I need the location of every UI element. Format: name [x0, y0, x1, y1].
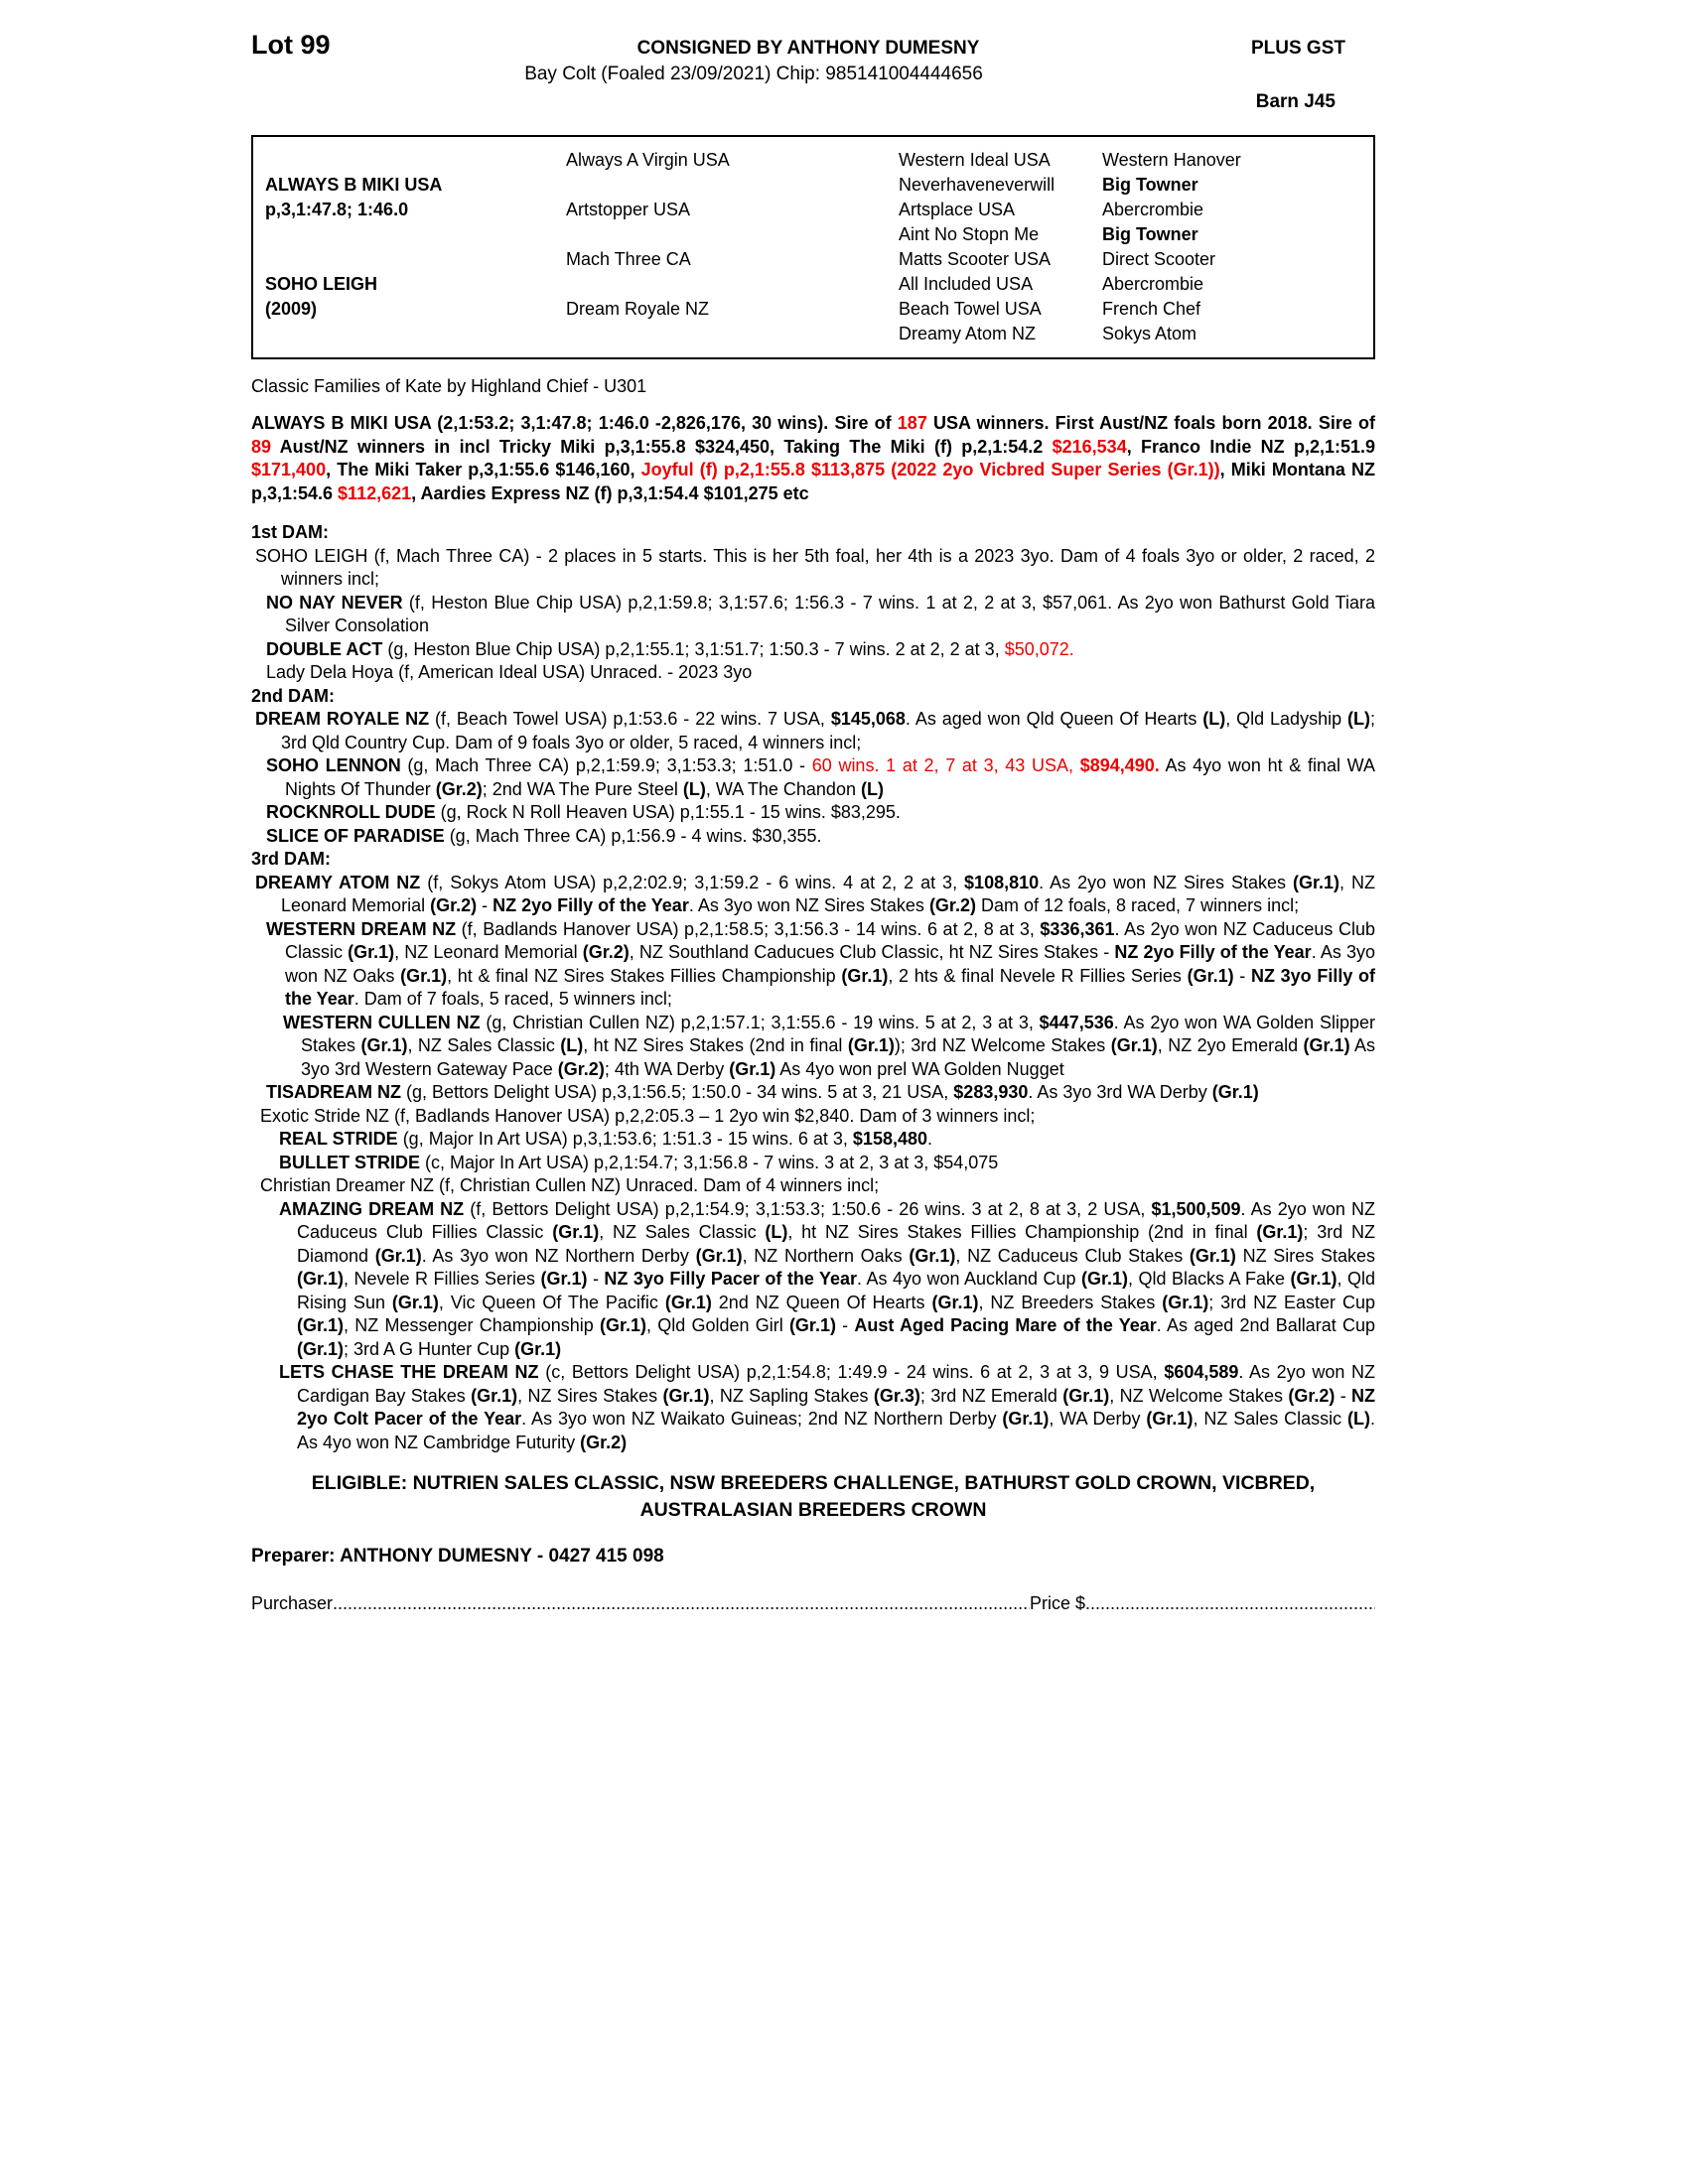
pedigree-cell: ALWAYS B MIKI USA — [265, 175, 443, 195]
pedigree-cell: Abercrombie — [1102, 274, 1204, 294]
pedigree-cell: Direct Scooter — [1102, 249, 1216, 269]
pedigree-entry: LETS CHASE THE DREAM NZ (c, Bettors Deli… — [279, 1362, 1376, 1452]
pedigree-entry: Exotic Stride NZ (f, Badlands Hanover US… — [260, 1105, 1036, 1126]
pedigree-cell: Western Ideal USA — [899, 150, 1051, 170]
pedigree-cell: SOHO LEIGH — [265, 274, 378, 294]
pedigree-entry: WESTERN CULLEN NZ (g, Christian Cullen N… — [283, 1012, 1376, 1079]
pedigree-cell: Western Hanover — [1102, 150, 1241, 170]
pedigree-entry: ROCKNROLL DUDE (g, Rock N Roll Heaven US… — [266, 802, 901, 822]
dam-label: 1st DAM: — [251, 522, 330, 542]
classic-family-line: Classic Families of Kate by Highland Chi… — [251, 376, 647, 396]
pedigree-cell: Always A Virgin USA — [566, 150, 730, 170]
pedigree-cell: Big Towner — [1102, 175, 1198, 195]
pedigree-entry: Lady Dela Hoya (f, American Ideal USA) U… — [266, 662, 753, 682]
barn-number: Barn J45 — [1255, 91, 1336, 112]
lot-number: Lot 99 — [251, 30, 331, 60]
pedigree-entry: DREAMY ATOM NZ (f, Sokys Atom USA) p,2,2… — [255, 872, 1375, 916]
pedigree-table: ALWAYS B MIKI USA p,3,1:47.8; 1:46.0 SOHO … — [251, 135, 1375, 359]
pedigree-entry: NO NAY NEVER (f, Heston Blue Chip USA) p… — [266, 592, 1375, 636]
pedigree-entry: REAL STRIDE (g, Major In Art USA) p,3,1:… — [279, 1129, 933, 1149]
pedigree-cell: Sokys Atom — [1102, 324, 1197, 343]
pedigree-cell: (2009) — [265, 299, 318, 319]
pedigree-cell: Aint No Stopn Me — [899, 224, 1040, 244]
pedigree-cell: Mach Three CA — [566, 249, 691, 269]
dams-section: 1st DAM: SOHO LEIGH (f, Mach Three CA) - … — [251, 521, 1375, 1454]
consignor-title: CONSIGNED BY ANTHONY DUMESNY — [636, 38, 980, 59]
pedigree-entry: TISADREAM NZ (g, Bettors Delight USA) p,… — [266, 1082, 1259, 1102]
pedigree-cell: Dreamy Atom NZ — [899, 324, 1037, 343]
pedigree-cell: p,3,1:47.8; 1:46.0 — [265, 200, 409, 219]
header-row: Lot 99 CONSIGNED BY ANTHONY DUMESNY PLUS… — [251, 30, 1375, 61]
price-dotted-line: ........................................… — [1085, 1593, 1375, 1613]
pedigree-cell: Neverhaveneverwill — [899, 175, 1055, 195]
pedigree-entry: BULLET STRIDE (c, Major In Art USA) p,2,… — [279, 1152, 999, 1172]
pedigree-entry: SOHO LEIGH (f, Mach Three CA) - 2 places… — [255, 545, 1375, 590]
pedigree-cell: Abercrombie — [1102, 200, 1204, 219]
dam-label: 3rd DAM: — [251, 849, 331, 869]
pedigree-cell: Artstopper USA — [566, 200, 691, 219]
page-content: Lot 99 CONSIGNED BY ANTHONY DUMESNY PLUS… — [251, 30, 1375, 1614]
pedigree-entry: Christian Dreamer NZ (f, Christian Culle… — [260, 1175, 880, 1195]
sire-record-paragraph: ALWAYS B MIKI USA (2,1:53.2; 3,1:47.8; 1… — [251, 413, 1376, 503]
horse-description: Bay Colt (Foaled 23/09/2021) Chip: 98514… — [524, 64, 983, 84]
pedigree-cell: All Included USA — [899, 274, 1034, 294]
purchaser-label: Purchaser — [251, 1593, 334, 1613]
pedigree-cell: French Chef — [1102, 299, 1201, 319]
purchaser-line: Purchaser...............................… — [251, 1593, 1375, 1614]
pedigree-entry: SLICE OF PARADISE (g, Mach Three CA) p,1… — [266, 825, 822, 846]
pedigree-cell: Artsplace USA — [899, 200, 1016, 219]
plus-gst-label: PLUS GST — [1250, 38, 1345, 59]
pedigree-entry: DOUBLE ACT (g, Heston Blue Chip USA) p,2… — [266, 638, 1074, 659]
pedigree-cell: Beach Towel USA — [899, 299, 1042, 319]
price-label: Price $ — [1029, 1593, 1085, 1613]
pedigree-cell: Big Towner — [1102, 224, 1198, 244]
pedigree-cell: Matts Scooter USA — [899, 249, 1052, 269]
purchaser-dotted-line: ........................................… — [333, 1593, 1030, 1613]
pedigree-entry: AMAZING DREAM NZ (f, Bettors Delight USA… — [279, 1198, 1376, 1359]
eligibility-statement: ELIGIBLE: NUTRIEN SALES CLASSIC, NSW BRE… — [311, 1472, 1316, 1521]
pedigree-entry: DREAM ROYALE NZ (f, Beach Towel USA) p,1… — [255, 709, 1375, 752]
pedigree-entry: WESTERN DREAM NZ (f, Badlands Hanover US… — [266, 918, 1375, 1010]
pedigree-cell: Dream Royale NZ — [566, 299, 710, 319]
dam-label: 2nd DAM: — [251, 685, 335, 706]
preparer-line: Preparer: ANTHONY DUMESNY - 0427 415 098 — [251, 1546, 664, 1567]
pedigree-entry: SOHO LENNON (g, Mach Three CA) p,2,1:59.… — [266, 755, 1375, 799]
